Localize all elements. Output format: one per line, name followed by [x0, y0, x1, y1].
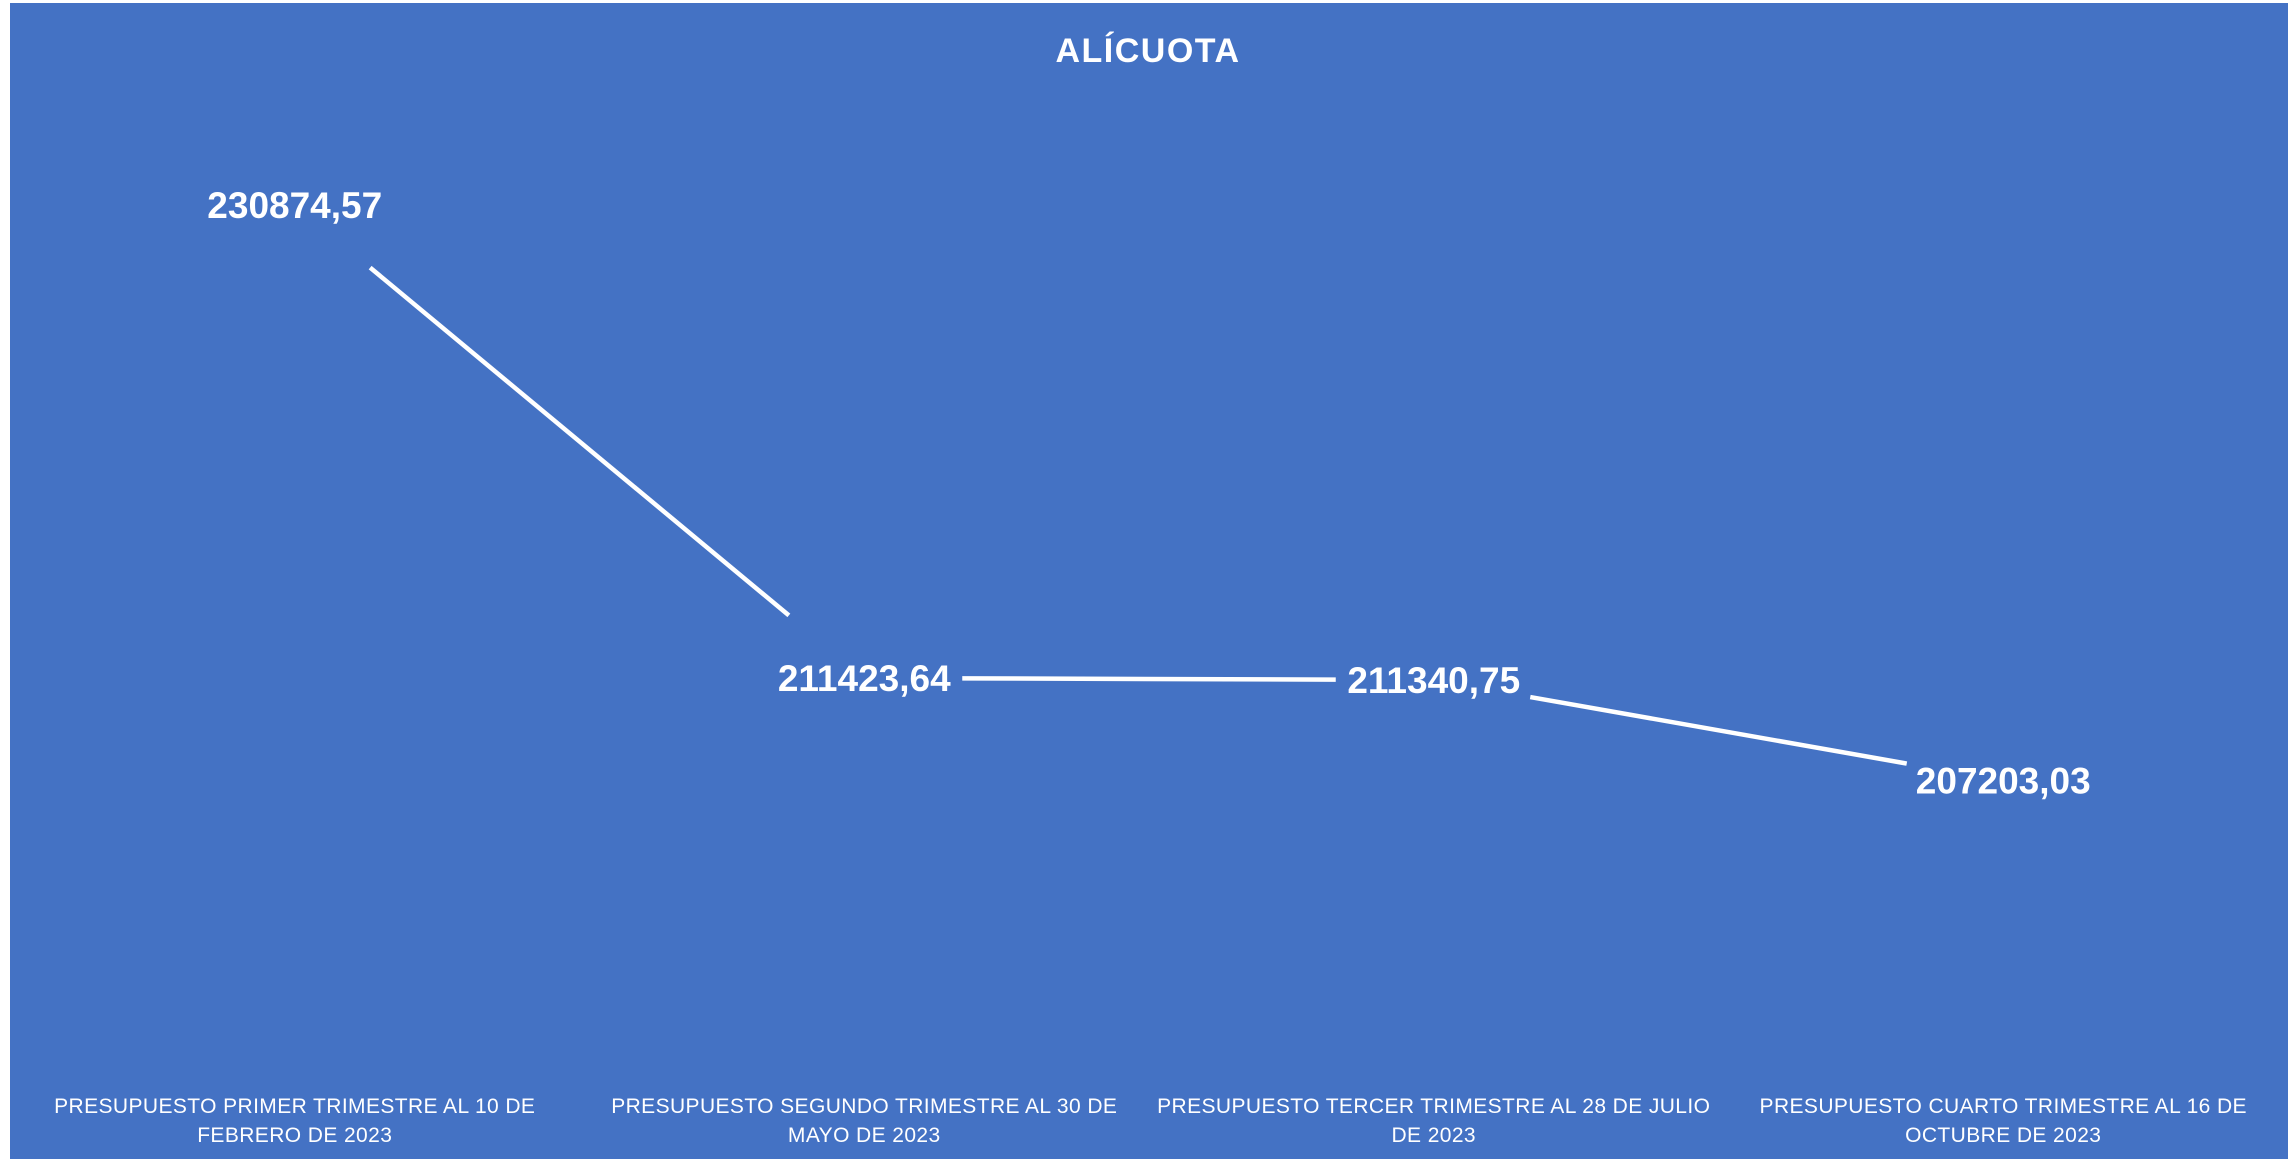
series-line-segment [368, 265, 791, 618]
series-alicuota [368, 265, 1908, 766]
data-label: 211423,64 [778, 658, 951, 699]
chart-background [10, 3, 2288, 1159]
data-label: 211340,75 [1347, 660, 1520, 701]
series-line-segment [962, 676, 1336, 682]
chart-title: ALÍCUOTA [1055, 32, 1240, 70]
data-label: 230874,57 [207, 185, 382, 226]
category-label: PRESUPUESTO TERCER TRIMESTRE AL 28 DE JU… [1157, 1095, 1710, 1147]
drop-lines [293, 233, 2005, 1075]
category-label: PRESUPUESTO SEGUNDO TRIMESTRE AL 30 DE MA… [611, 1095, 1117, 1147]
category-axis-labels: PRESUPUESTO PRIMER TRIMESTRE AL 10 DE FEB… [54, 1095, 2247, 1147]
series-line-segment [1529, 694, 1908, 766]
data-labels: 230874,57 211423,64 211340,75 207203,03 [207, 185, 2090, 802]
data-label: 207203,03 [1916, 761, 2091, 802]
category-label: PRESUPUESTO CUARTO TRIMESTRE AL 16 DE OCT… [1760, 1095, 2247, 1147]
category-label: PRESUPUESTO PRIMER TRIMESTRE AL 10 DE FEB… [54, 1095, 535, 1147]
